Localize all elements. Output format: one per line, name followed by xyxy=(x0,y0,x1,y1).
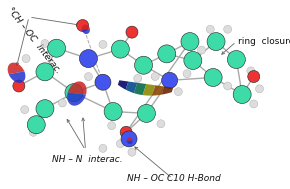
Ellipse shape xyxy=(137,104,155,122)
Ellipse shape xyxy=(58,99,66,107)
Ellipse shape xyxy=(247,67,255,75)
Ellipse shape xyxy=(204,68,222,87)
Ellipse shape xyxy=(206,25,214,33)
Polygon shape xyxy=(9,71,26,83)
Ellipse shape xyxy=(224,82,232,90)
Text: °CH – OC  interac.: °CH – OC interac. xyxy=(6,6,63,75)
Ellipse shape xyxy=(157,120,165,128)
Ellipse shape xyxy=(207,33,225,51)
Ellipse shape xyxy=(95,74,111,90)
Ellipse shape xyxy=(174,88,182,96)
Ellipse shape xyxy=(120,126,132,138)
Polygon shape xyxy=(126,81,137,93)
Polygon shape xyxy=(127,137,133,141)
Ellipse shape xyxy=(99,144,107,152)
Ellipse shape xyxy=(77,19,89,32)
Ellipse shape xyxy=(151,73,159,81)
Polygon shape xyxy=(118,80,128,90)
Ellipse shape xyxy=(248,70,260,83)
Polygon shape xyxy=(82,25,90,29)
Text: ring  closure: ring closure xyxy=(238,37,290,46)
Ellipse shape xyxy=(13,80,25,92)
Ellipse shape xyxy=(135,56,153,74)
Ellipse shape xyxy=(255,85,264,93)
Ellipse shape xyxy=(22,55,30,63)
Ellipse shape xyxy=(99,40,107,48)
Ellipse shape xyxy=(183,70,191,78)
Ellipse shape xyxy=(21,106,29,114)
Ellipse shape xyxy=(181,33,199,51)
Ellipse shape xyxy=(227,50,245,69)
Ellipse shape xyxy=(111,40,129,58)
Polygon shape xyxy=(8,63,24,74)
Ellipse shape xyxy=(162,72,178,88)
Ellipse shape xyxy=(116,140,124,148)
Ellipse shape xyxy=(27,116,45,134)
Polygon shape xyxy=(152,85,164,96)
Polygon shape xyxy=(67,92,86,106)
Ellipse shape xyxy=(65,84,83,102)
Polygon shape xyxy=(82,29,90,34)
Ellipse shape xyxy=(79,50,97,68)
Ellipse shape xyxy=(128,148,136,156)
Ellipse shape xyxy=(104,102,122,121)
Ellipse shape xyxy=(121,131,137,147)
Polygon shape xyxy=(143,84,155,96)
Ellipse shape xyxy=(84,73,93,81)
Ellipse shape xyxy=(108,122,116,130)
Ellipse shape xyxy=(233,85,251,104)
Polygon shape xyxy=(162,87,173,95)
Polygon shape xyxy=(134,83,146,95)
Ellipse shape xyxy=(158,45,176,63)
Ellipse shape xyxy=(48,39,66,57)
Text: NH – N  interac.: NH – N interac. xyxy=(52,155,122,164)
Polygon shape xyxy=(68,81,86,95)
Ellipse shape xyxy=(134,74,142,82)
Ellipse shape xyxy=(197,46,206,54)
Ellipse shape xyxy=(224,25,232,33)
Ellipse shape xyxy=(184,51,202,70)
Ellipse shape xyxy=(36,100,54,118)
Polygon shape xyxy=(127,141,133,144)
Ellipse shape xyxy=(250,100,258,108)
Text: NH – OC C10 H-Bond: NH – OC C10 H-Bond xyxy=(127,174,221,183)
Ellipse shape xyxy=(29,128,37,136)
Ellipse shape xyxy=(126,26,138,38)
Ellipse shape xyxy=(41,40,49,47)
Ellipse shape xyxy=(36,63,54,81)
